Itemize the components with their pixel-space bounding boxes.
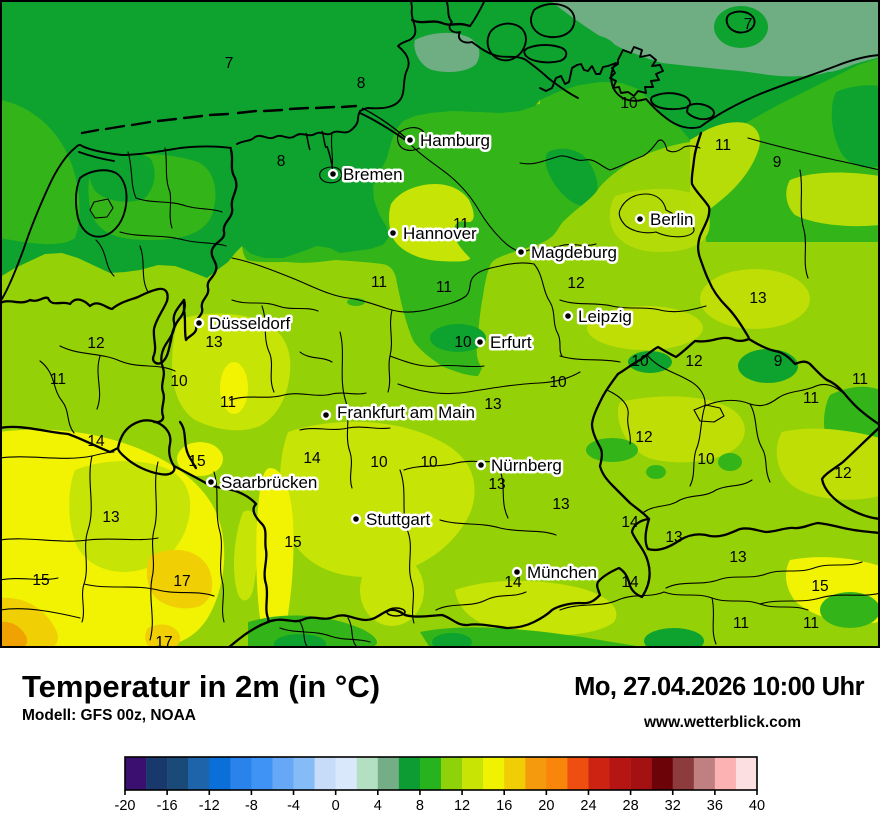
svg-text:Bremen: Bremen [343, 165, 403, 184]
svg-text:12: 12 [834, 465, 851, 482]
svg-text:10: 10 [631, 353, 649, 370]
svg-text:13: 13 [729, 549, 746, 566]
svg-text:11: 11 [715, 137, 731, 154]
svg-text:4: 4 [374, 798, 382, 814]
svg-text:17: 17 [155, 634, 172, 651]
svg-text:8: 8 [357, 75, 366, 92]
svg-text:13: 13 [484, 396, 501, 413]
svg-text:Magdeburg: Magdeburg [531, 243, 617, 262]
svg-text:12: 12 [567, 275, 584, 292]
svg-text:15: 15 [188, 453, 205, 470]
svg-text:München: München [527, 563, 597, 582]
svg-text:11: 11 [803, 390, 819, 407]
svg-text:-12: -12 [199, 798, 220, 814]
svg-text:8: 8 [277, 153, 286, 170]
svg-text:14: 14 [303, 450, 321, 467]
svg-text:11: 11 [803, 615, 819, 632]
svg-text:11: 11 [852, 371, 868, 388]
svg-text:-4: -4 [287, 798, 300, 814]
svg-text:13: 13 [488, 476, 505, 493]
svg-text:10: 10 [454, 334, 472, 351]
svg-text:Hannover: Hannover [403, 224, 477, 243]
svg-text:0: 0 [332, 798, 340, 814]
svg-text:12: 12 [454, 798, 470, 814]
svg-text:11: 11 [220, 394, 236, 411]
svg-text:Erfurt: Erfurt [490, 333, 532, 352]
svg-text:20: 20 [538, 798, 554, 814]
svg-text:11: 11 [371, 274, 387, 291]
svg-text:10: 10 [697, 451, 715, 468]
svg-text:9: 9 [773, 154, 782, 171]
svg-text:15: 15 [32, 572, 49, 589]
svg-text:14: 14 [621, 574, 639, 591]
svg-text:14: 14 [621, 514, 639, 531]
svg-text:7: 7 [744, 16, 753, 33]
svg-text:Stuttgart: Stuttgart [366, 510, 431, 529]
svg-text:15: 15 [811, 578, 828, 595]
svg-text:7: 7 [225, 55, 234, 72]
svg-text:10: 10 [170, 373, 188, 390]
svg-text:32: 32 [665, 798, 681, 814]
svg-text:13: 13 [102, 509, 119, 526]
svg-text:Berlin: Berlin [650, 210, 693, 229]
svg-text:12: 12 [685, 353, 702, 370]
svg-text:Nürnberg: Nürnberg [491, 456, 562, 475]
svg-text:28: 28 [623, 798, 639, 814]
svg-text:9: 9 [774, 353, 783, 370]
svg-text:12: 12 [635, 429, 652, 446]
svg-text:13: 13 [552, 496, 569, 513]
svg-text:10: 10 [549, 374, 567, 391]
svg-text:-16: -16 [157, 798, 178, 814]
svg-text:11: 11 [453, 216, 469, 233]
svg-text:15: 15 [284, 534, 301, 551]
svg-text:11: 11 [436, 279, 452, 296]
svg-text:14: 14 [504, 574, 522, 591]
svg-text:13: 13 [665, 529, 682, 546]
svg-text:-8: -8 [245, 798, 258, 814]
svg-text:40: 40 [749, 798, 765, 814]
svg-text:Hamburg: Hamburg [420, 131, 490, 150]
svg-text:11: 11 [50, 371, 66, 388]
svg-text:Leipzig: Leipzig [578, 307, 632, 326]
svg-text:Frankfurt am Main: Frankfurt am Main [337, 403, 475, 422]
svg-text:11: 11 [733, 615, 749, 632]
svg-text:13: 13 [205, 334, 222, 351]
svg-text:12: 12 [87, 335, 104, 352]
svg-text:36: 36 [707, 798, 723, 814]
svg-text:Düsseldorf: Düsseldorf [209, 314, 291, 333]
svg-text:10: 10 [620, 95, 638, 112]
svg-text:13: 13 [749, 290, 766, 307]
svg-text:8: 8 [416, 798, 424, 814]
svg-text:-20: -20 [115, 798, 136, 814]
svg-text:17: 17 [173, 573, 190, 590]
svg-text:10: 10 [370, 454, 388, 471]
svg-text:10: 10 [420, 454, 438, 471]
svg-text:16: 16 [496, 798, 512, 814]
svg-text:24: 24 [580, 798, 596, 814]
svg-text:Saarbrücken: Saarbrücken [221, 473, 317, 492]
svg-text:14: 14 [87, 433, 105, 450]
